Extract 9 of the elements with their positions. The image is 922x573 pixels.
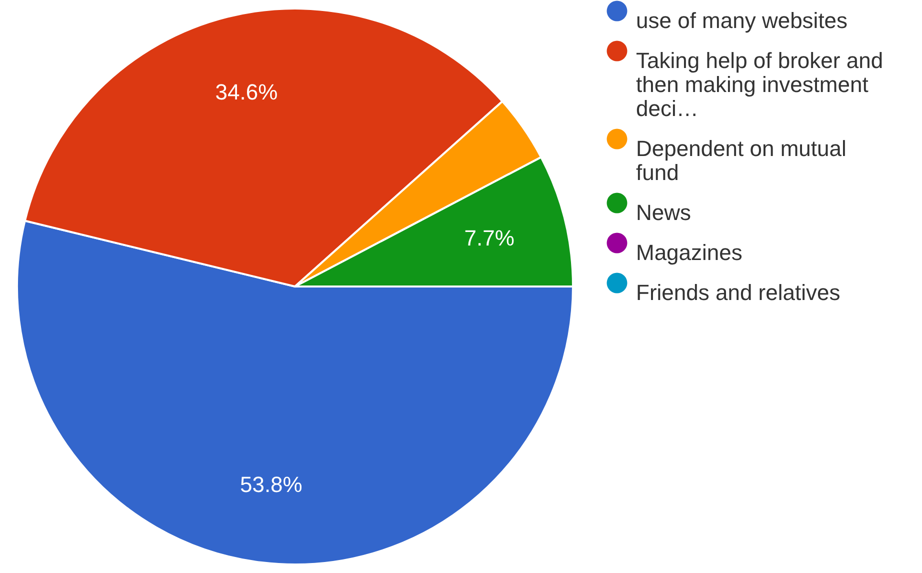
legend-label: Taking help of broker and then making investment deci… bbox=[636, 48, 884, 121]
legend-label: Friends and relatives bbox=[636, 280, 840, 305]
data-label: 7.7% bbox=[464, 226, 514, 251]
data-label: 53.8% bbox=[240, 472, 302, 498]
legend-label: use of many websites bbox=[636, 8, 848, 33]
legend-label: News bbox=[636, 200, 692, 225]
data-label: 34.6% bbox=[215, 79, 278, 104]
legend-label: Magazines bbox=[636, 240, 742, 265]
legend-label: Dependent on mutual fund bbox=[636, 136, 846, 185]
